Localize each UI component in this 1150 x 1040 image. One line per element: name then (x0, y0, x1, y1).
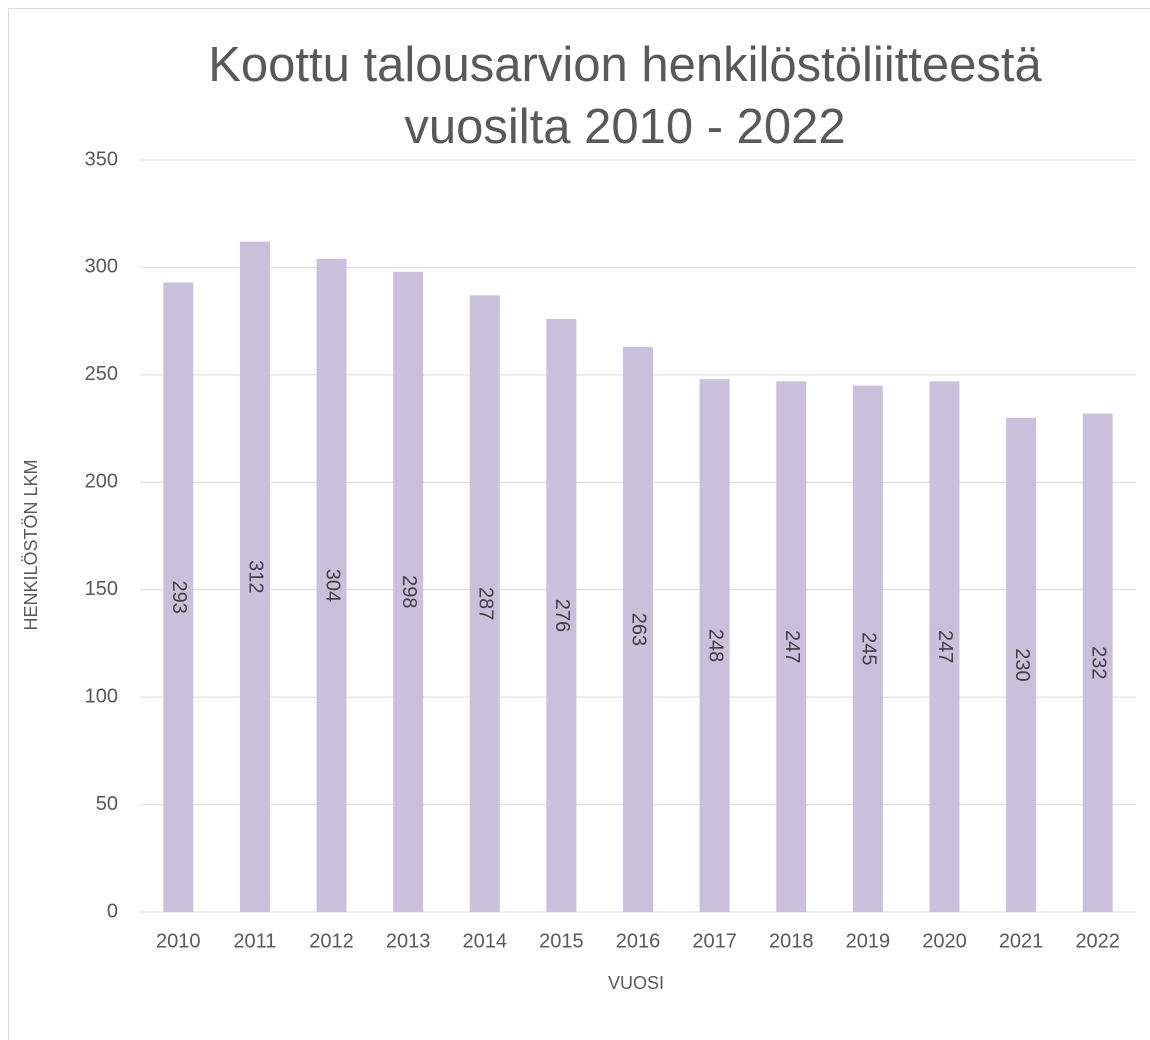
y-tick-label: 150 (85, 578, 118, 600)
bar (239, 241, 270, 912)
bar (1082, 413, 1113, 912)
data-label: 232 (1087, 646, 1109, 679)
x-tick-label: 2022 (1075, 930, 1120, 952)
data-label: 247 (781, 630, 803, 663)
data-label: 230 (1011, 648, 1033, 681)
bar (163, 282, 194, 912)
y-tick-label: 0 (107, 900, 118, 922)
data-label: 263 (628, 613, 650, 646)
bar (546, 318, 577, 913)
x-tick-label: 2014 (463, 930, 508, 952)
y-tick-label: 300 (85, 256, 118, 278)
x-tick-label: 2012 (309, 930, 354, 952)
x-tick-label: 2021 (999, 930, 1044, 952)
data-label: 304 (321, 569, 343, 602)
chart-title: Koottu talousarvion henkilöstöliitteestä… (208, 38, 1042, 154)
x-tick-label: 2015 (539, 930, 584, 952)
x-tick-label: 2018 (769, 930, 814, 952)
y-axis-title: HENKILÖSTÖN LKM (21, 459, 41, 630)
x-tick-label: 2019 (846, 930, 891, 952)
y-tick-label: 200 (85, 471, 118, 493)
data-label: 245 (858, 632, 880, 665)
x-tick-label: 2017 (692, 930, 737, 952)
x-tick-label: 2011 (233, 930, 276, 952)
data-label: 312 (245, 560, 267, 593)
bar (699, 379, 730, 912)
y-tick-label: 350 (85, 148, 118, 170)
y-tick-label: 100 (85, 685, 118, 707)
x-axis-title: VUOSI (608, 973, 664, 993)
bar (469, 295, 500, 912)
chart-border (8, 8, 1150, 1040)
data-label: 276 (551, 599, 573, 632)
bar (1006, 417, 1037, 912)
x-tick-label: 2013 (386, 930, 431, 952)
data-label: 287 (474, 587, 496, 620)
bar (776, 381, 807, 912)
x-tick-label: 2020 (922, 930, 967, 952)
data-label: 247 (934, 630, 956, 663)
bar (316, 258, 347, 912)
x-tick-label: 2010 (156, 930, 201, 952)
y-tick-label: 50 (96, 793, 118, 815)
bar (852, 385, 883, 913)
x-tick-label: 2016 (616, 930, 661, 952)
data-label: 293 (168, 581, 190, 614)
bar (929, 381, 960, 912)
y-tick-label: 250 (85, 363, 118, 385)
data-label: 298 (398, 575, 420, 608)
data-label: 248 (704, 629, 726, 662)
bar (623, 346, 653, 912)
bar (393, 271, 424, 912)
